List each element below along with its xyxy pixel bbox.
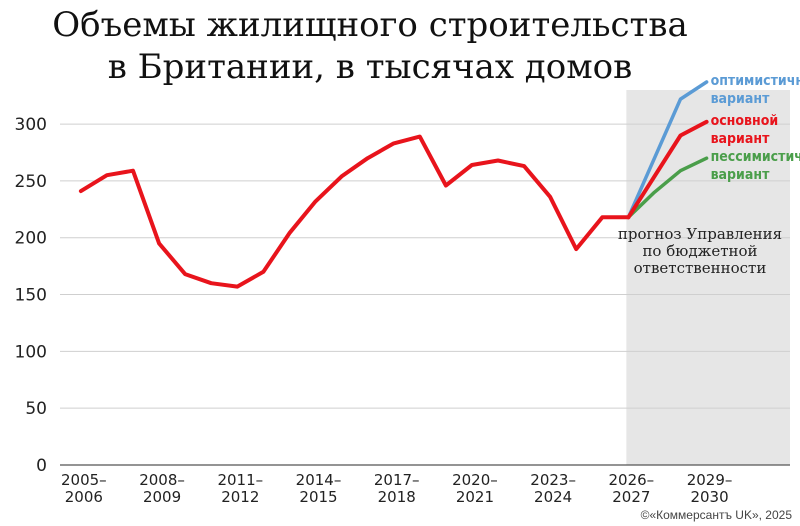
y-tick-label: 300	[15, 115, 47, 135]
forecast-note-line-2: по бюджетной	[642, 242, 757, 260]
y-tick-label: 50	[25, 399, 47, 419]
x-tick-label-bottom: 2006	[65, 488, 103, 506]
y-tick-label: 150	[15, 286, 47, 306]
x-tick-label-top: 2011–	[217, 471, 263, 489]
series-line-actual	[78, 134, 631, 289]
y-axis: 0 50 100 150 200 250 300	[15, 115, 47, 476]
x-tick-label-bottom: 2024	[534, 488, 572, 506]
x-tick-label-bottom: 2027	[612, 488, 650, 506]
forecast-region	[626, 90, 790, 465]
x-tick-label-top: 2029–	[687, 471, 733, 489]
series-label-base: основной	[711, 113, 779, 129]
x-tick-label-bottom: 2009	[143, 488, 181, 506]
forecast-note-line-1: прогноз Управления	[618, 225, 782, 243]
x-tick-label-bottom: 2018	[378, 488, 416, 506]
series-line-base	[626, 119, 709, 220]
chart-title-line-1: Объемы жилищного строительства	[52, 5, 688, 45]
chart-title-line-2: в Британии, в тысячах домов	[108, 47, 633, 87]
x-tick-label-bottom: 2021	[456, 488, 494, 506]
series-label-optimistic: вариант	[711, 91, 771, 107]
series-labels: оптимистичный вариант основной вариант песси…	[711, 73, 800, 183]
series-line-pessimistic	[626, 156, 709, 220]
x-tick-label-top: 2023–	[530, 471, 576, 489]
series-label-pessimistic: пессимистичный	[711, 149, 800, 165]
y-tick-label: 100	[15, 342, 47, 362]
x-tick-label-top: 2005–	[61, 471, 107, 489]
x-tick-label-top: 2014–	[296, 471, 342, 489]
x-tick-label-top: 2026–	[609, 471, 655, 489]
x-tick-label-bottom: 2015	[299, 488, 337, 506]
series-label-pessimistic: вариант	[711, 167, 771, 183]
x-tick-label-top: 2020–	[452, 471, 498, 489]
credit: ©«Коммерсантъ UK», 2025	[641, 508, 793, 522]
series-label-base: вариант	[711, 131, 771, 147]
x-tick-label-top: 2017–	[374, 471, 420, 489]
x-tick-label-bottom: 2012	[221, 488, 259, 506]
forecast-note-line-3: ответственности	[634, 259, 767, 277]
y-tick-label: 200	[15, 229, 47, 249]
series-line-optimistic	[626, 80, 709, 220]
series-label-optimistic: оптимистичный	[711, 73, 800, 89]
forecast-note: прогноз Управления по бюджетной ответств…	[618, 225, 782, 277]
x-axis: 2005–2006 2008–2009 2011–2012 2014–2015 2017…	[61, 471, 732, 506]
y-tick-label: 250	[15, 172, 47, 192]
series-lines	[78, 80, 709, 289]
x-tick-label-top: 2008–	[139, 471, 185, 489]
x-tick-label-bottom: 2030	[690, 488, 728, 506]
y-tick-label: 0	[36, 456, 47, 476]
